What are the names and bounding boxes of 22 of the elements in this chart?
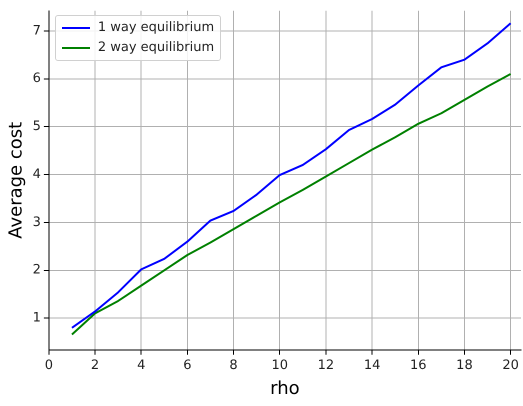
y-tick-label: 1 <box>32 310 41 326</box>
x-tick-label: 0 <box>44 358 54 373</box>
legend-label: 2 way equilibrium <box>98 40 214 56</box>
y-tick-label: 4 <box>32 166 41 182</box>
x-axis-title: rho <box>270 378 300 399</box>
x-tick-label: 14 <box>364 358 380 373</box>
y-tick-label: 6 <box>32 71 41 86</box>
x-tick-label: 18 <box>456 358 473 373</box>
x-tick-label: 4 <box>137 358 146 373</box>
legend-label: 1 way equilibrium <box>98 20 214 36</box>
x-tick-label: 16 <box>410 358 427 373</box>
y-tick-label: 3 <box>32 214 41 230</box>
x-tick-label: 20 <box>502 358 519 373</box>
y-tick-label: 2 <box>32 262 41 278</box>
x-tick-label: 8 <box>229 358 238 373</box>
y-axis-title: Average cost <box>5 122 26 239</box>
x-tick-label: 10 <box>271 358 288 373</box>
y-tick-label: 5 <box>32 119 41 134</box>
x-tick-label: 12 <box>318 358 334 373</box>
x-tick-label: 2 <box>90 358 100 373</box>
y-tick-label: 7 <box>32 23 41 38</box>
x-tick-label: 6 <box>183 358 192 373</box>
